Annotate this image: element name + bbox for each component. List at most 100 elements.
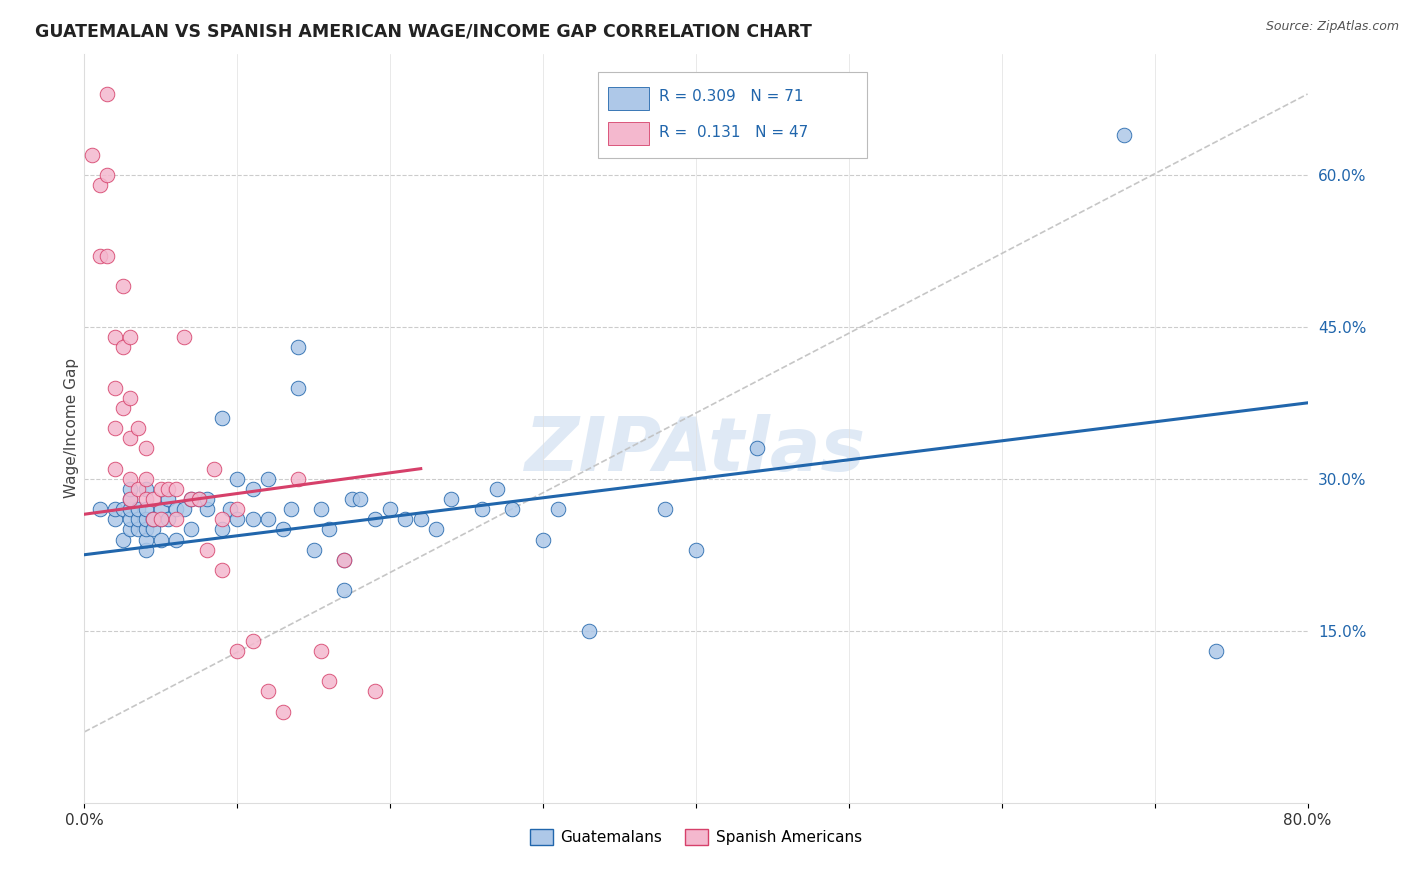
Point [120, 482, 142, 496]
Point [318, 674, 340, 689]
Point [127, 512, 149, 526]
Point [149, 482, 172, 496]
Point [195, 491, 218, 506]
Point [142, 491, 165, 506]
Point [471, 502, 494, 516]
Point [165, 482, 187, 496]
Text: ZIPAtlas: ZIPAtlas [526, 414, 866, 487]
Point [149, 512, 172, 526]
Point [1114, 128, 1136, 142]
Point [195, 542, 218, 557]
Text: R =  0.131   N = 47: R = 0.131 N = 47 [659, 125, 808, 140]
Point [257, 684, 280, 698]
FancyBboxPatch shape [607, 87, 650, 110]
Point [195, 502, 218, 516]
Point [211, 523, 233, 537]
FancyBboxPatch shape [607, 122, 650, 145]
Point [135, 472, 157, 486]
Point [142, 512, 165, 526]
Point [173, 330, 195, 344]
Point [135, 542, 157, 557]
Point [104, 381, 127, 395]
Point [409, 512, 432, 526]
Point [242, 512, 264, 526]
Point [302, 542, 325, 557]
Point [120, 491, 142, 506]
Point [333, 553, 356, 567]
Point [165, 502, 187, 516]
Point [120, 330, 142, 344]
Point [135, 533, 157, 547]
Point [257, 512, 280, 526]
Point [127, 421, 149, 435]
Point [226, 512, 249, 526]
Point [104, 512, 127, 526]
Point [142, 523, 165, 537]
Point [311, 644, 333, 658]
Point [127, 482, 149, 496]
Point [226, 502, 249, 516]
Point [271, 523, 294, 537]
Point [547, 502, 569, 516]
Point [318, 523, 340, 537]
Point [211, 411, 233, 425]
Text: Source: ZipAtlas.com: Source: ZipAtlas.com [1265, 20, 1399, 33]
Point [502, 502, 524, 516]
Point [111, 401, 134, 415]
Point [211, 563, 233, 577]
Point [120, 523, 142, 537]
Point [685, 542, 707, 557]
Point [104, 502, 127, 516]
Point [287, 381, 309, 395]
Point [180, 523, 202, 537]
Point [104, 421, 127, 435]
Point [111, 502, 134, 516]
Point [89, 178, 111, 193]
Point [380, 502, 402, 516]
Point [747, 442, 769, 456]
Point [111, 340, 134, 354]
Text: R = 0.309   N = 71: R = 0.309 N = 71 [659, 89, 804, 104]
Point [531, 533, 554, 547]
Point [188, 491, 211, 506]
Point [149, 512, 172, 526]
Point [149, 533, 172, 547]
Text: GUATEMALAN VS SPANISH AMERICAN WAGE/INCOME GAP CORRELATION CHART: GUATEMALAN VS SPANISH AMERICAN WAGE/INCO… [35, 23, 813, 41]
Point [96, 168, 118, 182]
Point [202, 461, 225, 475]
Point [120, 502, 142, 516]
Point [165, 512, 187, 526]
Point [135, 482, 157, 496]
Point [80, 148, 103, 162]
Point [120, 512, 142, 526]
Point [180, 491, 202, 506]
Point [654, 502, 676, 516]
Point [104, 461, 127, 475]
Point [349, 491, 371, 506]
Point [578, 624, 600, 638]
Point [135, 512, 157, 526]
Point [89, 249, 111, 263]
Point [257, 472, 280, 486]
Point [149, 502, 172, 516]
Point [280, 502, 302, 516]
Point [135, 523, 157, 537]
Point [127, 502, 149, 516]
Point [120, 431, 142, 445]
Point [333, 583, 356, 598]
Point [165, 533, 187, 547]
Point [120, 391, 142, 405]
Point [96, 87, 118, 101]
Point [111, 533, 134, 547]
Point [1205, 644, 1227, 658]
Point [271, 705, 294, 719]
Point [242, 633, 264, 648]
Y-axis label: Wage/Income Gap: Wage/Income Gap [63, 358, 79, 499]
Point [157, 482, 180, 496]
Point [425, 523, 447, 537]
Point [96, 249, 118, 263]
Point [364, 684, 387, 698]
Point [242, 482, 264, 496]
Point [180, 491, 202, 506]
Legend: Guatemalans, Spanish Americans: Guatemalans, Spanish Americans [524, 823, 868, 851]
